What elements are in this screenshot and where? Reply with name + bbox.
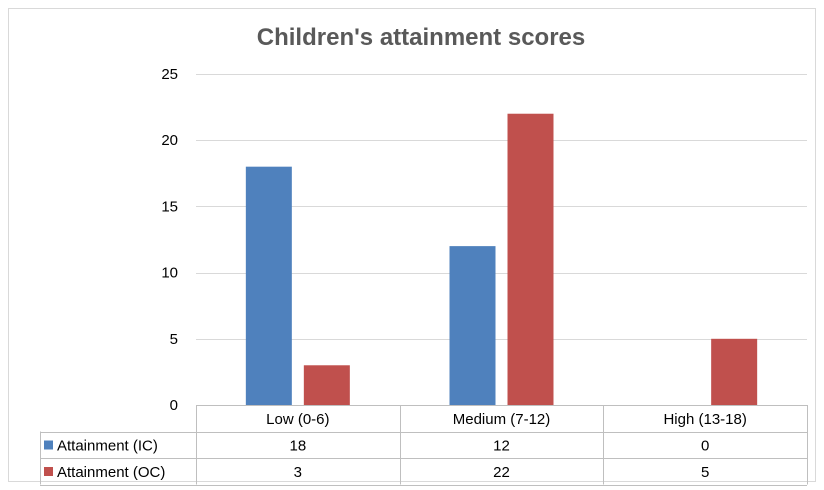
x-tick-label: Low (0-6) [266, 411, 329, 428]
table-value: 5 [701, 464, 709, 481]
table-value: 0 [701, 438, 709, 455]
legend-key [44, 467, 53, 476]
y-tick-label: 0 [170, 397, 178, 414]
bar [450, 246, 496, 405]
legend-label: Attainment (OC) [57, 464, 165, 481]
legend-label: Attainment (IC) [57, 438, 158, 455]
x-tick-label: High (13-18) [663, 411, 746, 428]
table-value: 22 [493, 464, 510, 481]
bar [246, 167, 292, 405]
y-tick-label: 25 [161, 66, 178, 83]
table-value: 18 [289, 438, 306, 455]
legend-key [44, 441, 53, 450]
y-tick-label: 10 [161, 265, 178, 282]
table-value: 12 [493, 438, 510, 455]
x-tick-label: Medium (7-12) [453, 411, 551, 428]
y-tick-label: 20 [161, 132, 178, 149]
y-tick-label: 5 [170, 331, 178, 348]
bar [508, 114, 554, 405]
bar [304, 365, 350, 405]
chart-title: Children's attainment scores [257, 24, 585, 51]
bar [711, 339, 757, 405]
table-value: 3 [294, 464, 302, 481]
y-tick-label: 15 [161, 198, 178, 215]
